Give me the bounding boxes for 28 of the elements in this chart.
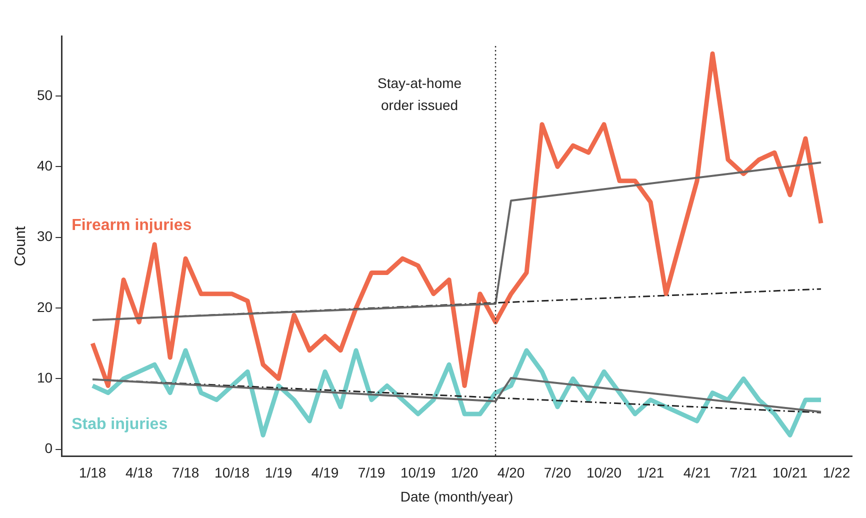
x-tick-label: 4/21	[683, 464, 711, 481]
y-tick-label: 0	[44, 440, 53, 456]
y-tick-label: 30	[36, 228, 53, 244]
y-tick-label: 50	[36, 86, 53, 103]
y-axis-title: Count	[12, 225, 30, 266]
x-tick-label: 7/18	[172, 464, 200, 481]
x-tick-label: 4/20	[497, 464, 525, 481]
y-tick-label: 40	[36, 158, 53, 174]
x-tick-label: 1/20	[450, 464, 478, 481]
series-label: Stab injuries	[72, 416, 168, 434]
x-tick-label: 4/18	[125, 464, 153, 481]
x-tick-label: 1/21	[636, 464, 664, 481]
x-tick-label: 10/18	[214, 464, 250, 481]
series-label: Firearm injuries	[72, 216, 192, 234]
x-tick-label: 10/19	[400, 464, 436, 481]
y-tick-label: 10	[36, 370, 53, 386]
x-tick-label: 4/19	[311, 464, 339, 481]
x-tick-label: 7/20	[544, 464, 572, 481]
x-axis-title: Date (month/year)	[400, 488, 514, 504]
x-tick-label: 1/22	[822, 464, 850, 481]
x-tick-label: 7/19	[358, 464, 386, 481]
x-tick-label: 10/21	[772, 464, 808, 481]
x-tick-label: 10/20	[586, 464, 622, 481]
ref-line-label: Stay-at-home order issued	[378, 74, 462, 113]
x-tick-label: 1/18	[78, 464, 106, 481]
x-tick-label: 7/21	[730, 464, 758, 481]
y-tick-label: 20	[36, 298, 53, 315]
x-tick-label: 1/19	[264, 464, 292, 481]
